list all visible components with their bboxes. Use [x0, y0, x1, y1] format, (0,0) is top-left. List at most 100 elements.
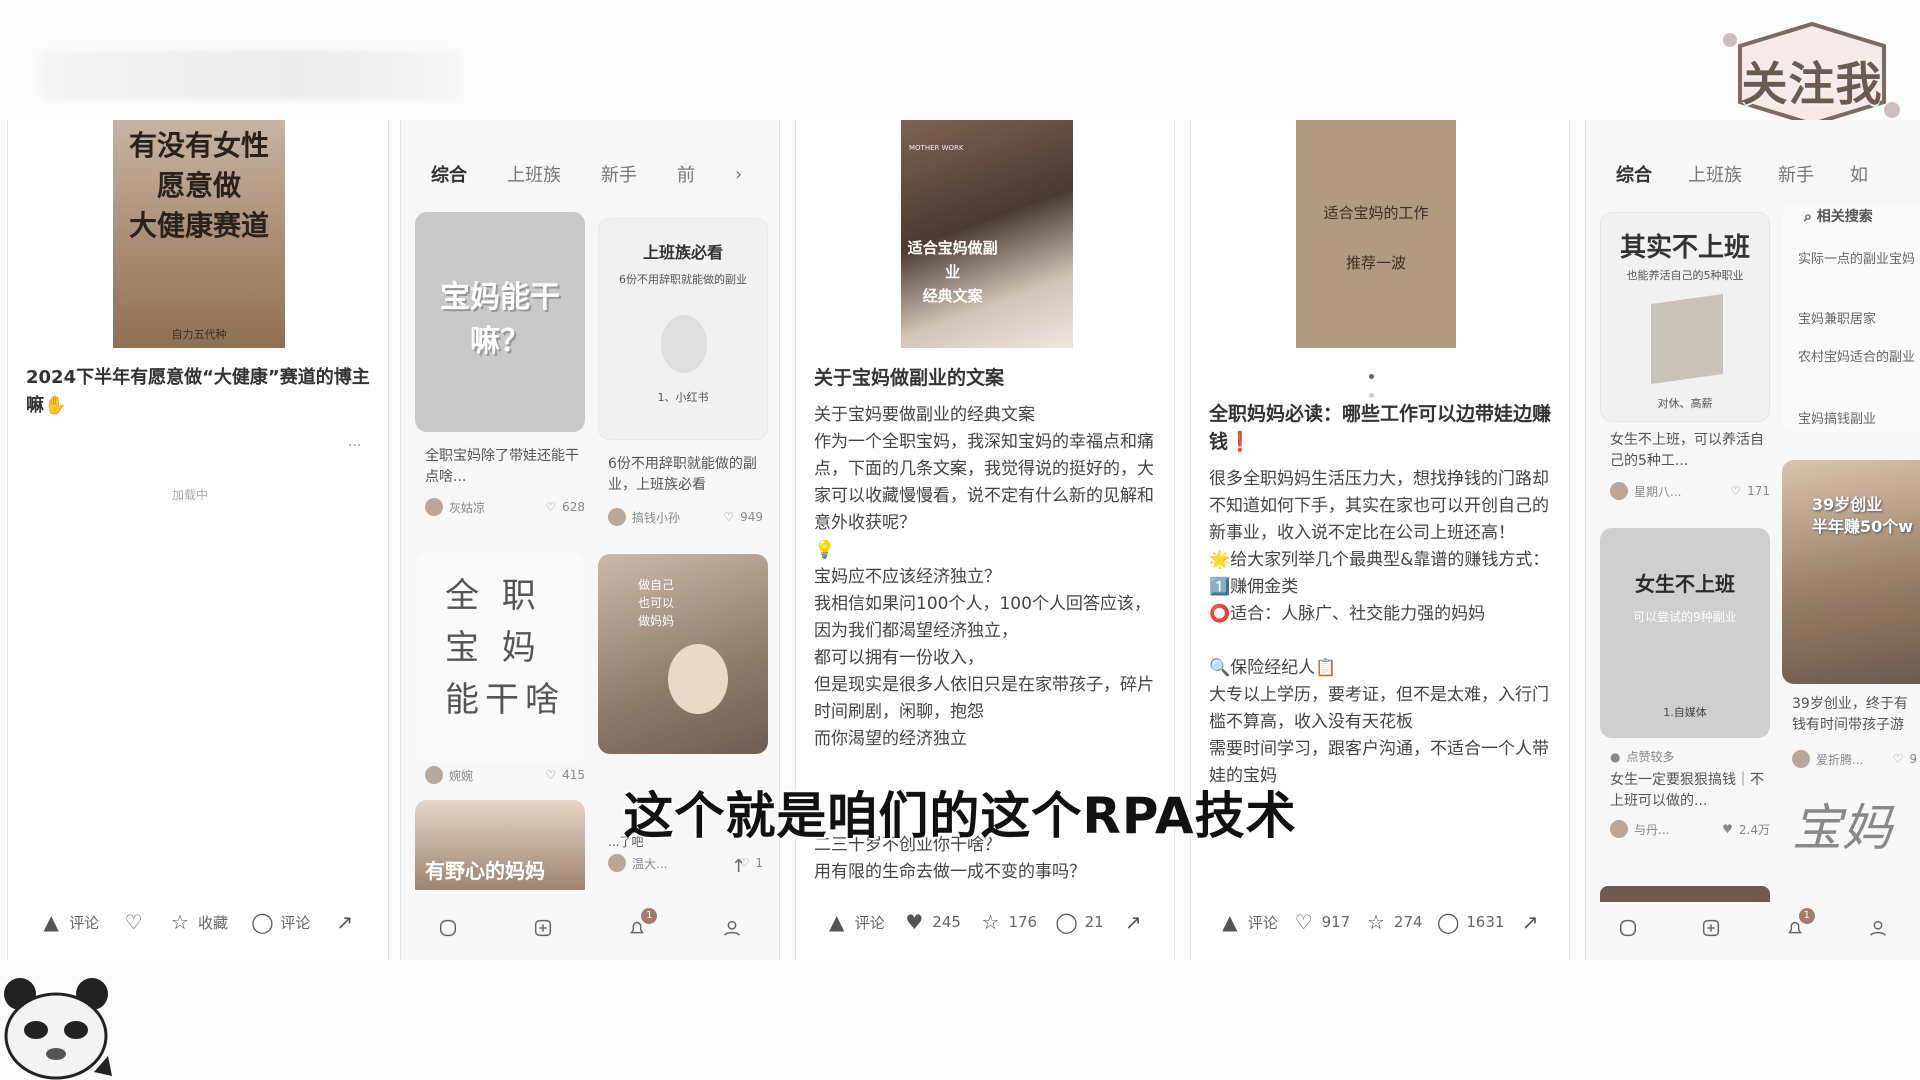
- note-card-4-cover[interactable]: 做自己 也可以 做妈妈: [598, 554, 768, 754]
- note-card-3-cover[interactable]: 全 职 宝 妈 能干啥: [415, 552, 585, 762]
- tab-shangbanzu[interactable]: 上班族: [1688, 165, 1742, 186]
- tab-zonghe[interactable]: 综合: [431, 165, 467, 186]
- tab-zonghe[interactable]: 综合: [1616, 165, 1652, 186]
- like-action[interactable]: ♥ 245: [902, 910, 961, 934]
- home-icon[interactable]: [1616, 916, 1640, 940]
- heart-icon[interactable]: ♡: [1892, 752, 1904, 766]
- note-card-2-cover[interactable]: 39岁创业 半年赚50个w: [1782, 460, 1920, 684]
- share-icon: ↗: [336, 910, 354, 934]
- like-count: 628: [562, 500, 585, 514]
- home-icon[interactable]: [436, 916, 460, 940]
- post-cover-image[interactable]: 有没有女性 愿意做 大健康赛道 自力五代种: [113, 120, 285, 348]
- like-action[interactable]: ♡: [122, 910, 146, 934]
- note-card-4-meta: 温大... ♡ 1: [608, 854, 763, 872]
- related-item[interactable]: 实际一点的副业宝妈: [1798, 252, 1916, 267]
- heart-icon[interactable]: ♡: [738, 856, 750, 870]
- related-item[interactable]: 农村宝妈适合的副业: [1798, 350, 1916, 365]
- like-count: 1: [755, 856, 763, 870]
- collect-action[interactable]: ☆ 274: [1364, 910, 1423, 934]
- comment-bubble-icon: ◯: [1437, 910, 1460, 934]
- phone-panel-5: 综合 上班族 新手 如 其实不上班 也能养活自己的5种职业 对休、高薪 女生不上…: [1585, 120, 1920, 960]
- post-action-bar: ▲ 评论 ♡ ☆ 收藏 ◯ 评论 ↗: [8, 906, 388, 938]
- collect-count: 274: [1393, 913, 1423, 931]
- body-line: [1209, 628, 1557, 655]
- cover-subtitle: 6份不用辞职就能做的副业: [619, 273, 747, 286]
- triangle-icon: ▲: [43, 910, 59, 934]
- comment-action-2[interactable]: ◯ 评论: [250, 910, 310, 934]
- bell-icon[interactable]: 1: [1783, 908, 1815, 940]
- note-card-3-cover[interactable]: 女生不上班 可以尝试的9种副业 1.自媒体: [1600, 528, 1770, 738]
- bottom-nav: 1: [401, 908, 779, 948]
- comment-action[interactable]: ▲ 评论: [39, 910, 99, 934]
- book-illustration: [1651, 293, 1723, 385]
- triangle-icon: ▲: [1222, 910, 1238, 934]
- related-item[interactable]: 宝妈搞钱副业: [1798, 412, 1877, 427]
- add-icon[interactable]: [531, 916, 555, 940]
- add-icon[interactable]: [1699, 916, 1723, 940]
- popular-tag: ● 点赞较多: [1610, 748, 1675, 765]
- author-name: 灰姑凉: [449, 500, 486, 515]
- tab-xinshou[interactable]: 新手: [1778, 165, 1814, 186]
- comment-count: 1631: [1466, 913, 1505, 931]
- author-name: 温大...: [632, 856, 668, 871]
- related-search-heading: ⌕ 相关搜索: [1804, 206, 1873, 226]
- profile-icon[interactable]: [1866, 916, 1890, 940]
- heart-icon[interactable]: ♡: [545, 768, 557, 782]
- bell-icon[interactable]: 1: [625, 908, 658, 940]
- avatar: [1610, 482, 1628, 500]
- person-photo: [668, 644, 728, 714]
- heart-icon[interactable]: ♡: [1730, 484, 1742, 498]
- follow-me-badge[interactable]: 关注我: [1722, 20, 1902, 128]
- collect-action[interactable]: ☆ 176: [978, 910, 1037, 934]
- cover-line-1: 全 职: [445, 576, 542, 616]
- like-count: 9: [1909, 752, 1917, 766]
- share-action[interactable]: ↗: [333, 910, 357, 934]
- notification-badge: 1: [1798, 908, 1815, 924]
- note-card-1-cover[interactable]: 其实不上班 也能养活自己的5种职业 对休、高薪: [1600, 212, 1770, 422]
- tab-more[interactable]: 如: [1850, 165, 1868, 186]
- tab-xinshou[interactable]: 新手: [601, 165, 637, 186]
- related-item[interactable]: 宝妈兼职居家: [1798, 312, 1877, 327]
- chevron-right-icon[interactable]: ›: [735, 163, 743, 185]
- post-cover-image[interactable]: MOTHER WORK 适合宝妈做副业 经典文案: [901, 120, 1073, 348]
- body-line: 🔍保险经纪人📋: [1209, 658, 1337, 678]
- comment-action[interactable]: ▲ 评论: [1218, 910, 1278, 934]
- note-card-2-cover[interactable]: 上班族必看 6份不用辞职就能做的副业 1、小红书: [598, 218, 768, 440]
- body-line: 都可以拥有一份收入，: [814, 648, 984, 668]
- note-card-1-cover[interactable]: 宝妈能干嘛？: [415, 212, 585, 432]
- cover-line-2: 宝 妈: [445, 628, 542, 668]
- like-action[interactable]: ♡ 917: [1292, 910, 1351, 934]
- more-icon[interactable]: ···: [348, 438, 362, 454]
- note-card-1-meta: 星期八... ♡ 171: [1610, 482, 1770, 500]
- comments-action[interactable]: ◯ 21: [1055, 910, 1103, 934]
- cover-line-2: 推荐一波: [1345, 254, 1406, 272]
- cover-line-1: 适合宝妈做副业: [907, 239, 998, 281]
- collect-action[interactable]: ☆ 收藏: [168, 910, 228, 934]
- share-action[interactable]: ↗: [1121, 910, 1145, 934]
- heart-icon[interactable]: ♡: [545, 500, 557, 514]
- handwritten-cover[interactable]: 宝妈: [1792, 799, 1892, 857]
- tab-more[interactable]: 前: [677, 165, 695, 186]
- cover-line-3: 能干啥: [445, 680, 565, 720]
- category-tabs: 综合 上班族 新手 前 ›: [401, 156, 779, 192]
- cover-line-1: 有没有女性: [128, 129, 269, 162]
- comments-action[interactable]: ◯ 1631: [1436, 910, 1504, 934]
- note-card-5-cover[interactable]: 有野心的妈妈: [415, 800, 585, 890]
- share-action[interactable]: ↗: [1518, 910, 1542, 934]
- heart-filled-icon[interactable]: ♥: [1722, 822, 1733, 836]
- heart-icon[interactable]: ♡: [723, 510, 735, 524]
- note-card-peek[interactable]: [1600, 886, 1770, 902]
- tab-shangbanzu[interactable]: 上班族: [507, 165, 561, 186]
- profile-icon[interactable]: [720, 916, 744, 940]
- author-name: 星期八...: [1634, 484, 1682, 499]
- note-card-3-meta: 婉婉 ♡ 415: [425, 766, 585, 784]
- author-name: 搞钱小孙: [632, 510, 681, 525]
- post-cover-image[interactable]: 适合宝妈的工作 推荐一波: [1296, 120, 1456, 348]
- cover-tag: 1、小红书: [657, 391, 709, 404]
- cover-line-1: 适合宝妈的工作: [1323, 204, 1429, 222]
- comment-action[interactable]: ▲ 评论: [825, 910, 885, 934]
- scroll-top-icon[interactable]: ↑: [731, 856, 747, 877]
- avatar: [1792, 750, 1810, 768]
- tag-text: 点赞较多: [1626, 750, 1675, 764]
